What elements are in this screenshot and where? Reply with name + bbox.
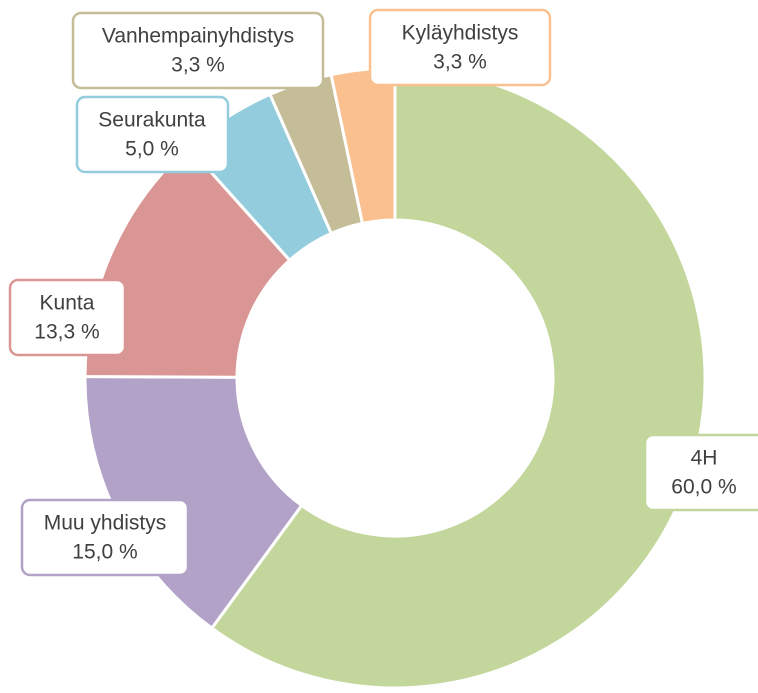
label-box (368, 8, 552, 87)
label-box (71, 11, 325, 90)
slice-value: 3,3 % (171, 54, 225, 77)
slice-name: Seurakunta (98, 109, 206, 132)
slice-value: 5,0 % (125, 138, 179, 161)
slice-name: 4H (691, 447, 718, 470)
donut-slice (329, 66, 397, 226)
slice-value: 3,3 % (433, 51, 487, 74)
label-box (8, 278, 127, 357)
donut-slice (209, 66, 707, 690)
label-box (643, 433, 758, 512)
slice-value: 60,0 % (671, 476, 736, 499)
slice-name: Muu yhdistys (44, 512, 167, 535)
slice-name: Kunta (40, 292, 95, 315)
label-box (75, 95, 230, 174)
slice-value: 13,3 % (34, 321, 99, 344)
slice-value: 15,0 % (72, 541, 137, 564)
slice-name: Vanhempainyhdistys (102, 25, 294, 48)
slice-name: Kyläyhdistys (402, 22, 519, 45)
label-box (20, 498, 190, 577)
